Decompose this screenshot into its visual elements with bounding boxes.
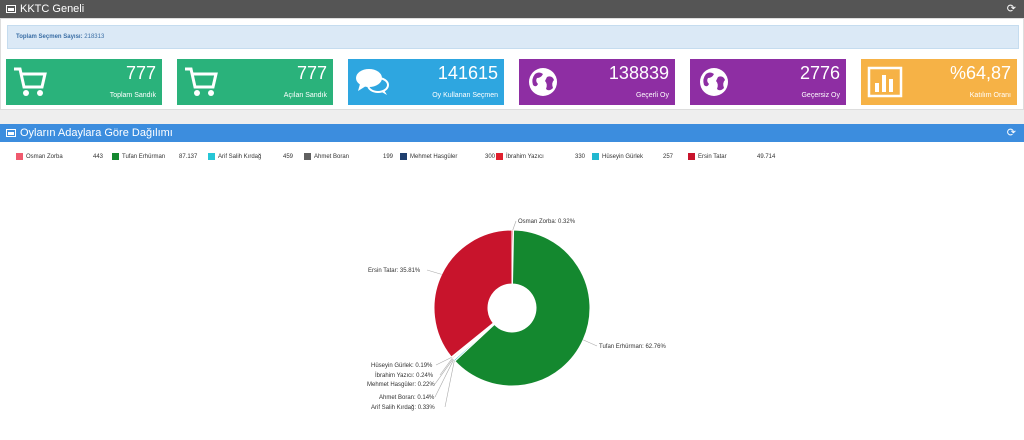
slice-label: Osman Zorba: 0.32% <box>518 219 576 225</box>
legend-item[interactable]: Tufan Erhürman 87.137 <box>112 152 208 162</box>
legend-votes: 199 <box>383 154 394 160</box>
bar-chart-icon <box>867 65 903 99</box>
stat-tile: 777 Toplam Sandık <box>6 59 162 105</box>
stat-value: %64,87 <box>949 63 1011 83</box>
slice-label: Ersin Tatar: 35.81% <box>368 268 421 274</box>
slice-label: Hüseyin Gürlek: 0.19% <box>371 363 433 369</box>
stat-label: Oy Kullanan Seçmen <box>432 92 498 99</box>
legend-item[interactable]: İbrahim Yazıcı 330 <box>496 152 592 162</box>
label-connector <box>435 357 452 366</box>
voter-count-value: 218313 <box>84 34 105 40</box>
slice-label: Tufan Erhürman: 62.76% <box>599 344 666 350</box>
slice-label: İbrahim Yazıcı: 0.24% <box>375 372 434 379</box>
legend-item[interactable]: Osman Zorba 443 <box>16 152 112 162</box>
globe-icon <box>525 65 561 99</box>
slice-label: Arif Salih Kırdağ: 0.33% <box>371 405 435 411</box>
donut-slice[interactable] <box>454 229 591 387</box>
legend-votes: 300 <box>485 154 496 160</box>
stat-label: Geçerli Oy <box>635 92 669 99</box>
chart-legend: Osman Zorba 443 Tufan Erhürman 87.137 Arif S… <box>0 152 1024 164</box>
label-connector <box>444 360 455 408</box>
label-connector <box>583 339 598 347</box>
legend-swatch <box>496 153 503 160</box>
legend-votes: 330 <box>575 154 586 160</box>
legend-swatch <box>688 153 695 160</box>
chart-icon <box>6 5 16 13</box>
stat-value: 777 <box>296 63 327 83</box>
voter-count-label: Toplam Seçmen Sayısı: <box>16 34 83 40</box>
chat-bubbles-icon <box>354 65 390 99</box>
legend-swatch <box>208 153 215 160</box>
panel-title: Oyların Adaylara Göre Dağılımı <box>20 127 173 139</box>
stat-label: Geçersiz Oy <box>801 92 840 99</box>
legend-item[interactable]: Ersin Tatar 49.714 <box>688 152 784 162</box>
legend-votes: 87.137 <box>179 154 198 160</box>
legend-item[interactable]: Ahmet Boran 199 <box>304 152 400 162</box>
legend-name: Hüseyin Gürlek <box>602 154 644 160</box>
stat-tile: 2776 Geçersiz Oy <box>690 59 846 105</box>
legend-item[interactable]: Hüseyin Gürlek 257 <box>592 152 688 162</box>
panel-body-kktc: Toplam Seçmen Sayısı: 218313 777 Toplam S… <box>0 18 1024 110</box>
refresh-icon[interactable]: ⟳ <box>1006 127 1016 139</box>
stat-label: Katılım Oranı <box>969 92 1011 99</box>
label-connector <box>512 220 517 231</box>
legend-swatch <box>16 153 23 160</box>
stat-value: 2776 <box>799 63 840 83</box>
donut-slice[interactable] <box>433 229 513 358</box>
label-connector <box>426 269 442 275</box>
chart-icon <box>6 129 16 137</box>
legend-item[interactable]: Mehmet Hasgüler 300 <box>400 152 496 162</box>
stat-tile: %64,87 Katılım Oranı <box>861 59 1017 105</box>
slice-label: Mehmet Hasgüler: 0.22% <box>367 382 435 388</box>
legend-name: Mehmet Hasgüler <box>410 154 458 160</box>
voter-count-bar: Toplam Seçmen Sayısı: 218313 <box>7 25 1019 49</box>
legend-name: Ahmet Boran <box>314 154 350 160</box>
legend-name: Ersin Tatar <box>698 154 727 160</box>
cart-icon <box>12 65 48 99</box>
stat-label: Toplam Sandık <box>109 92 156 99</box>
panel-title: KKTC Geneli <box>20 3 85 15</box>
slice-label: Ahmet Boran: 0.14% <box>379 395 435 401</box>
legend-swatch <box>400 153 407 160</box>
donut-chart: Osman Zorba: 0.32% Tufan Erhürman: 62.76%… <box>367 219 666 411</box>
globe-icon <box>696 65 732 99</box>
panel-body-distribution: Osman Zorba 443 Tufan Erhürman 87.137 Arif S… <box>0 142 1024 440</box>
label-connector <box>434 359 454 398</box>
stat-value: 777 <box>125 63 156 83</box>
stat-tile: 777 Açılan Sandık <box>177 59 333 105</box>
stat-label: Açılan Sandık <box>283 92 327 99</box>
legend-swatch <box>592 153 599 160</box>
legend-votes: 49.714 <box>757 154 776 160</box>
legend-votes: 257 <box>663 154 674 160</box>
stat-tile: 138839 Geçerli Oy <box>519 59 675 105</box>
legend-item[interactable]: Arif Salih Kırdağ 459 <box>208 152 304 162</box>
legend-name: Arif Salih Kırdağ <box>218 154 262 160</box>
legend-votes: 459 <box>283 154 294 160</box>
legend-name: Osman Zorba <box>26 154 63 160</box>
panel-header-kktc: KKTC Geneli ⟳ <box>0 0 1024 18</box>
refresh-icon[interactable]: ⟳ <box>1006 3 1016 15</box>
stat-value: 138839 <box>608 63 669 83</box>
legend-votes: 443 <box>93 154 104 160</box>
legend-swatch <box>304 153 311 160</box>
legend-name: Tufan Erhürman <box>122 154 166 160</box>
stat-value: 141615 <box>437 63 498 83</box>
cart-icon <box>183 65 219 99</box>
label-connector <box>439 357 453 376</box>
stat-tile: 141615 Oy Kullanan Seçmen <box>348 59 504 105</box>
legend-swatch <box>112 153 119 160</box>
label-connector <box>434 358 454 385</box>
legend-name: İbrahim Yazıcı <box>506 154 544 160</box>
panel-header-distribution: Oyların Adaylara Göre Dağılımı ⟳ <box>0 124 1024 142</box>
